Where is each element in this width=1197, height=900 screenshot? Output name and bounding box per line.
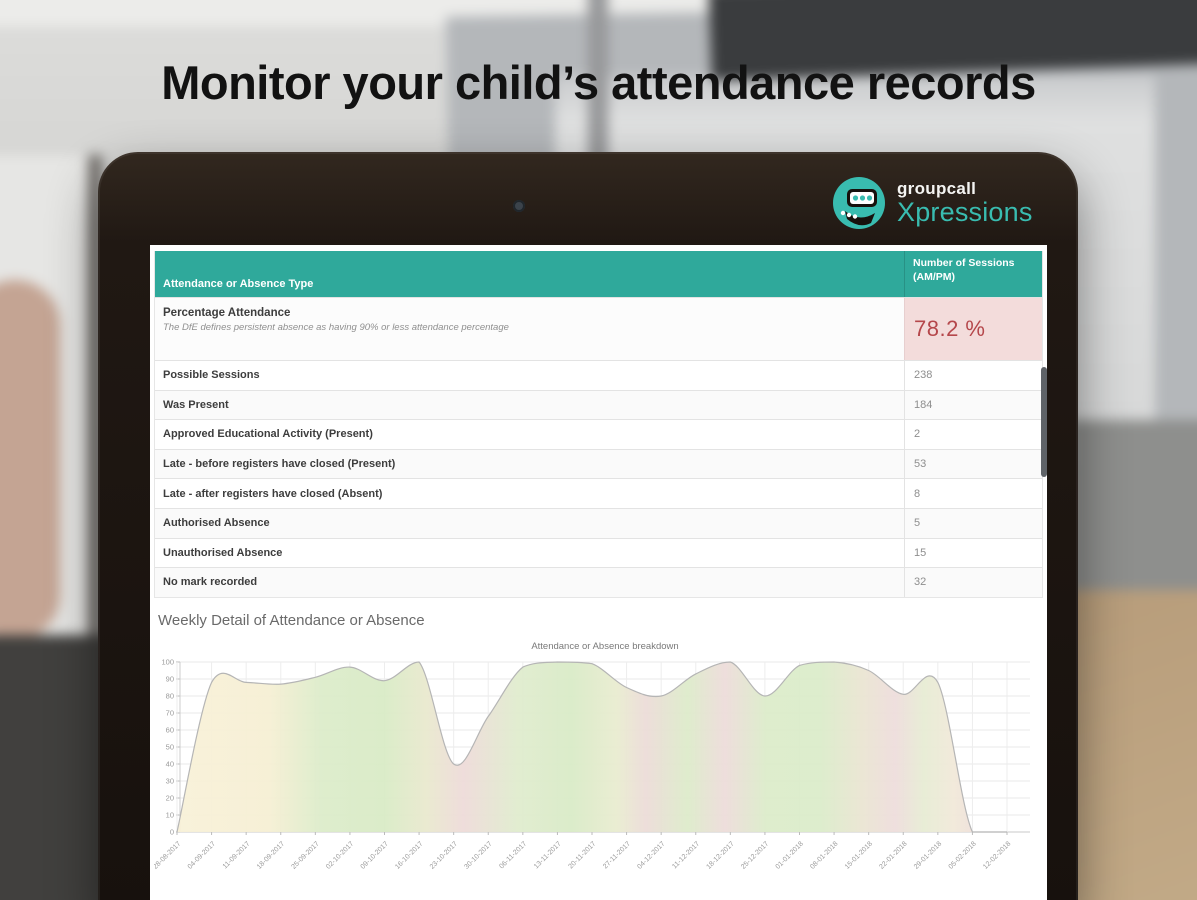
row-value: 184 [904, 390, 1042, 420]
row-value: 238 [904, 361, 1042, 390]
svg-text:18-12-2017: 18-12-2017 [705, 840, 735, 870]
brand-logo: groupcall Xpressions [831, 170, 1071, 236]
brand-name: groupcall [897, 179, 977, 198]
svg-text:0: 0 [170, 827, 174, 836]
front-camera-icon [513, 200, 525, 212]
svg-text:28-08-2017: 28-08-2017 [154, 840, 182, 870]
table-row[interactable]: Approved Educational Activity (Present) 2 [155, 419, 1042, 449]
table-row[interactable]: Authorised Absence 5 [155, 507, 1042, 538]
table-header-sessions: Number of Sessions (AM/PM) [904, 251, 1042, 297]
headline: Monitor your child’s attendance records [161, 56, 1036, 109]
svg-text:06-11-2017: 06-11-2017 [498, 840, 528, 870]
svg-text:04-12-2017: 04-12-2017 [636, 840, 666, 870]
svg-text:10: 10 [166, 810, 174, 819]
row-value: 15 [904, 538, 1042, 568]
persistent-absence-note: The DfE defines persistent absence as ha… [163, 322, 509, 333]
row-label: Authorised Absence [163, 517, 270, 530]
table-header-row: Attendance or Absence Type Number of Ses… [155, 251, 1042, 297]
attendance-chart: Attendance or Absence breakdown 0 10 20 30 40… [152, 641, 1030, 870]
row-label: No mark recorded [163, 576, 258, 589]
svg-text:12-02-2018: 12-02-2018 [982, 840, 1012, 870]
row-value: 53 [904, 449, 1042, 479]
groupcall-logo-icon [833, 177, 885, 229]
row-label: Was Present [163, 398, 229, 411]
percentage-attendance-value: 78.2 % [904, 298, 1042, 360]
table-header-type: Attendance or Absence Type [163, 278, 314, 290]
background-laptop-hinge [588, 0, 608, 190]
svg-text:25-12-2017: 25-12-2017 [740, 840, 770, 870]
svg-text:70: 70 [166, 708, 174, 717]
svg-text:27-11-2017: 27-11-2017 [602, 840, 632, 870]
svg-text:20-11-2017: 20-11-2017 [568, 840, 598, 870]
svg-text:Attendance or Absence breakdow: Attendance or Absence breakdown [531, 641, 678, 652]
table-body: Possible Sessions 238 Was Present 184 Approv… [155, 360, 1042, 597]
svg-text:04-09-2017: 04-09-2017 [187, 840, 217, 870]
weekly-detail-heading: Weekly Detail of Attendance or Absence [158, 611, 425, 629]
svg-text:100: 100 [161, 657, 174, 666]
row-label: Late - before registers have closed (Pre… [163, 458, 396, 471]
svg-text:29-01-2018: 29-01-2018 [913, 840, 943, 870]
svg-text:30: 30 [166, 776, 174, 785]
table-row[interactable]: Late - after registers have closed (Abse… [155, 478, 1042, 508]
scrollbar-thumb[interactable] [1041, 367, 1047, 477]
svg-text:20: 20 [166, 793, 174, 802]
brand-product: Xpressions [897, 197, 1033, 227]
table-row[interactable]: Possible Sessions 238 [155, 360, 1042, 390]
svg-text:11-09-2017: 11-09-2017 [222, 840, 252, 870]
table-row[interactable]: Was Present 184 [155, 389, 1042, 420]
row-value: 5 [904, 508, 1042, 538]
svg-text:18-09-2017: 18-09-2017 [256, 840, 286, 870]
svg-text:25-09-2017: 25-09-2017 [290, 840, 320, 870]
background-hand [0, 280, 60, 640]
svg-text:50: 50 [166, 742, 174, 751]
tablet-device: groupcall Xpressions Attendance or Absen… [98, 152, 1078, 900]
row-label: Unauthorised Absence [163, 546, 283, 559]
row-label: Approved Educational Activity (Present) [163, 428, 373, 441]
svg-text:09-10-2017: 09-10-2017 [360, 840, 390, 870]
svg-text:02-10-2017: 02-10-2017 [325, 840, 355, 870]
svg-text:05-02-2018: 05-02-2018 [948, 840, 978, 870]
row-label: Late - after registers have closed (Abse… [163, 487, 383, 500]
attendance-chart-container: Attendance or Absence breakdown 0 10 20 30 40… [150, 635, 1047, 900]
app-screen: Attendance or Absence Type Number of Ses… [150, 245, 1047, 900]
row-value: 8 [904, 479, 1042, 508]
percentage-attendance-label: Percentage Attendance [163, 307, 291, 319]
svg-text:80: 80 [166, 691, 174, 700]
table-row[interactable]: No mark recorded 32 [155, 567, 1042, 597]
svg-text:40: 40 [166, 759, 174, 768]
svg-text:11-12-2017: 11-12-2017 [671, 840, 701, 870]
svg-text:08-01-2018: 08-01-2018 [809, 840, 839, 870]
svg-text:90: 90 [166, 674, 174, 683]
table-row[interactable]: Unauthorised Absence 15 [155, 537, 1042, 568]
svg-text:15-01-2018: 15-01-2018 [844, 840, 874, 870]
svg-text:13-11-2017: 13-11-2017 [533, 840, 563, 870]
svg-text:23-10-2017: 23-10-2017 [429, 840, 459, 870]
svg-text:16-10-2017: 16-10-2017 [394, 840, 424, 870]
attendance-table: Attendance or Absence Type Number of Ses… [154, 251, 1043, 598]
row-label: Possible Sessions [163, 369, 260, 382]
row-value: 32 [904, 568, 1042, 597]
svg-text:60: 60 [166, 725, 174, 734]
svg-text:01-01-2018: 01-01-2018 [775, 840, 805, 870]
row-value: 2 [904, 420, 1042, 449]
svg-text:22-01-2018: 22-01-2018 [878, 840, 908, 870]
table-row[interactable]: Late - before registers have closed (Pre… [155, 448, 1042, 479]
svg-text:30-10-2017: 30-10-2017 [463, 840, 493, 870]
percentage-attendance-row[interactable]: Percentage Attendance The DfE defines pe… [155, 297, 1042, 360]
